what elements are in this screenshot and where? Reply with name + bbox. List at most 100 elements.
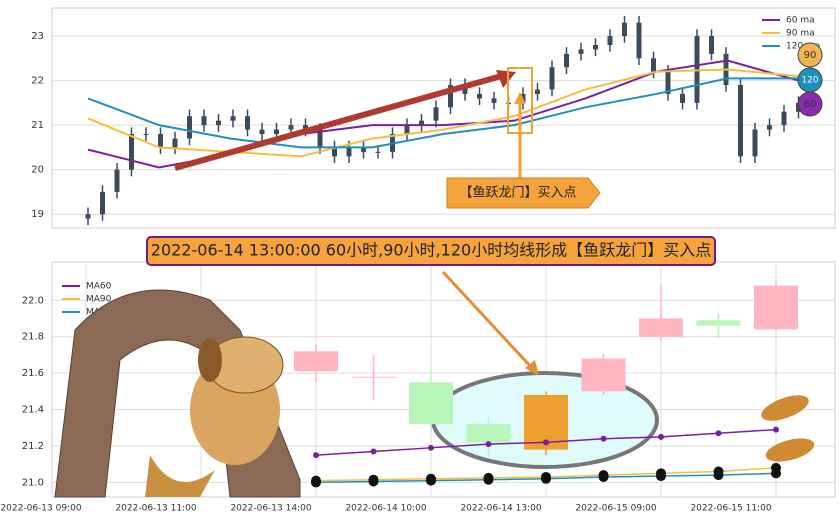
- candle-body: [259, 129, 265, 135]
- candle-body: [738, 85, 743, 157]
- candle-body: [477, 93, 482, 99]
- candle-body: [361, 147, 366, 152]
- candle-body: [404, 125, 410, 135]
- candle-body: [578, 49, 584, 54]
- candle-body: [535, 89, 540, 94]
- y-tick-label: 23: [31, 31, 44, 42]
- candle-body: [274, 129, 279, 135]
- candle-body: [303, 125, 308, 130]
- candle-body: [581, 358, 626, 392]
- y-tick-label: 22.0: [22, 295, 44, 306]
- y-tick-label: 21.6: [22, 368, 44, 379]
- candle-body: [216, 120, 221, 126]
- x-tick-label: 2022-06-13 14:00: [230, 504, 311, 514]
- candle-body: [245, 116, 250, 130]
- y-tick-label: 21.0: [22, 477, 44, 488]
- candle-body: [564, 53, 569, 68]
- candle-body: [709, 36, 714, 54]
- candle-body: [346, 147, 352, 157]
- candle-body: [129, 134, 134, 170]
- y-tick-label: 20: [31, 165, 44, 176]
- ma-line: [87, 68, 799, 158]
- dog-ear: [198, 338, 222, 382]
- y-tick-label: 21.2: [22, 441, 44, 452]
- signal-label-box: [446, 177, 601, 209]
- mermaid-tail: [145, 455, 215, 497]
- y-tick-label: 19: [31, 209, 44, 220]
- candle-body: [100, 191, 105, 215]
- candle-body: [466, 424, 511, 443]
- x-tick-label: 2022-06-14 10:00: [345, 504, 426, 514]
- candle-body: [201, 116, 207, 126]
- ma-point: [773, 426, 779, 433]
- candle-body: [187, 116, 192, 139]
- candle-body: [419, 120, 424, 126]
- x-tick-label: 2022-06-13 11:00: [115, 504, 196, 514]
- ma-point: [311, 477, 321, 488]
- y-tick-label: 21.8: [22, 332, 44, 343]
- pointer-arrow-head: [525, 360, 539, 376]
- candle-body: [332, 147, 337, 157]
- ma-point: [368, 476, 379, 487]
- ma-point: [543, 439, 549, 446]
- decorations: 【鱼跃龙门】买入点 90 120 60 2022-06-14 13:00:00 …: [54, 42, 823, 498]
- candle-body: [230, 116, 236, 121]
- y-tick-label: 22: [31, 76, 44, 87]
- candle-body: [351, 376, 396, 378]
- candle-body: [781, 111, 787, 126]
- candle-body: [433, 107, 439, 121]
- candle-body: [294, 351, 338, 372]
- badge: [797, 42, 823, 68]
- ma-point: [771, 468, 781, 479]
- candle-body: [158, 134, 163, 148]
- candle-body: [491, 98, 497, 103]
- x-tick-label: 2022-06-15 11:00: [690, 504, 771, 514]
- candle-body: [114, 169, 120, 192]
- x-tick-label: 2022-06-13 09:00: [0, 504, 81, 514]
- ma-point: [483, 474, 494, 485]
- trend-arrow: [174, 72, 506, 171]
- candle-body: [85, 214, 91, 219]
- banner: 2022-06-14 13:00:00 60小时,90小时,120小时均线形成【…: [151, 241, 711, 260]
- candle-body: [409, 382, 453, 425]
- candle-body: [639, 318, 683, 337]
- legend-label: 90 ma: [786, 29, 815, 39]
- carp: [761, 395, 809, 421]
- candle-body: [767, 125, 772, 130]
- candle-body: [622, 22, 627, 37]
- bottom-plot: 21.0 21.2 21.4 21.6 21.8 22.0 2022-06-13 09:00…: [0, 262, 835, 514]
- candle-body: [172, 138, 178, 148]
- ma-line: [87, 77, 799, 149]
- ma-point: [658, 433, 664, 440]
- badge-label: 120: [801, 76, 818, 86]
- candle-body: [375, 151, 381, 153]
- ma-point: [370, 448, 377, 455]
- y-tick-label: 21: [31, 120, 44, 131]
- candle-body: [651, 58, 656, 72]
- candle-body: [143, 134, 149, 136]
- ma-point: [656, 471, 666, 482]
- x-tick-label: 2022-06-14 13:00: [460, 504, 541, 514]
- legend-label: 60 ma: [786, 16, 815, 26]
- signal-arrow-head: [514, 92, 526, 104]
- top-frame: [51, 7, 836, 229]
- signal-label: 【鱼跃龙门】买入点: [459, 185, 576, 201]
- candle-body: [593, 44, 598, 50]
- banner-box: [146, 236, 716, 266]
- ma-point: [598, 471, 609, 482]
- candle-body: [754, 285, 798, 330]
- candle-body: [607, 36, 613, 45]
- y-tick-label: 21.4: [22, 405, 44, 416]
- candle-body: [448, 85, 453, 108]
- legend-label: MA90: [86, 295, 112, 305]
- candle-body: [680, 93, 685, 103]
- candle-body: [665, 71, 671, 94]
- candle-body: [549, 67, 555, 90]
- candle-body: [462, 85, 468, 94]
- ma-point: [541, 473, 551, 484]
- candle-body: [752, 129, 758, 157]
- ma-point: [715, 430, 722, 437]
- ma-point: [313, 452, 319, 459]
